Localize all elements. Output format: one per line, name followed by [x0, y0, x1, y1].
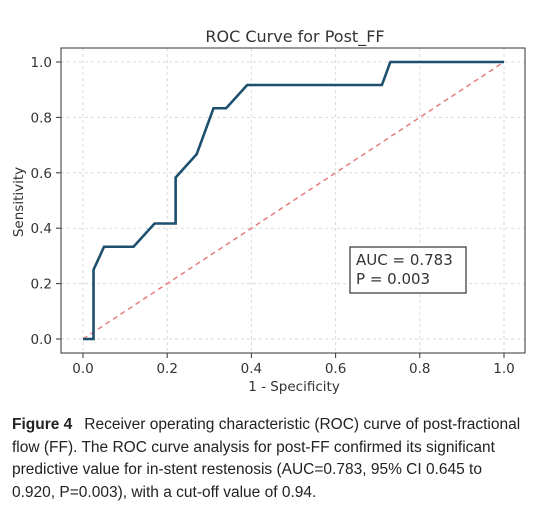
x-tick-label: 0.8 [409, 361, 430, 377]
roc-curve-line [83, 60, 504, 341]
y-tick-label: 0.8 [31, 110, 52, 126]
x-tick-label: 0.0 [72, 361, 93, 377]
plot-frame [60, 47, 526, 354]
chart-title: ROC Curve for Post_FF [205, 27, 384, 47]
auc-annotation: AUC = 0.783 [356, 251, 453, 269]
y-tick-label: 0.0 [31, 332, 52, 348]
reference-diagonal-line [82, 61, 505, 340]
y-axis-label: Sensitivity [11, 167, 27, 237]
x-tick-label: 0.2 [156, 361, 177, 377]
x-tick-label: 1.0 [493, 361, 514, 377]
roc-chart: ROC Curve for Post_FF 0.0 0.2 0.4 0.6 0.8 1.0… [11, 27, 526, 395]
figure-caption-text: Receiver operating characteristic (ROC) … [12, 416, 521, 501]
auc-annotation-box: AUC = 0.783 P = 0.003 [349, 246, 467, 294]
y-tick-label: 0.6 [31, 166, 52, 182]
y-tick-label: 0.4 [31, 221, 52, 237]
x-tick-label: 0.6 [325, 361, 346, 377]
x-axis-label: 1 - Specificity [248, 379, 340, 395]
figure-caption: Figure 4 Receiver operating characteristi… [12, 414, 527, 504]
x-tick-label: 0.4 [241, 361, 262, 377]
p-value-annotation: P = 0.003 [356, 270, 430, 288]
figure-label: Figure 4 [12, 416, 73, 433]
y-tick-label: 1.0 [31, 55, 52, 71]
y-tick-label: 0.2 [31, 277, 52, 293]
